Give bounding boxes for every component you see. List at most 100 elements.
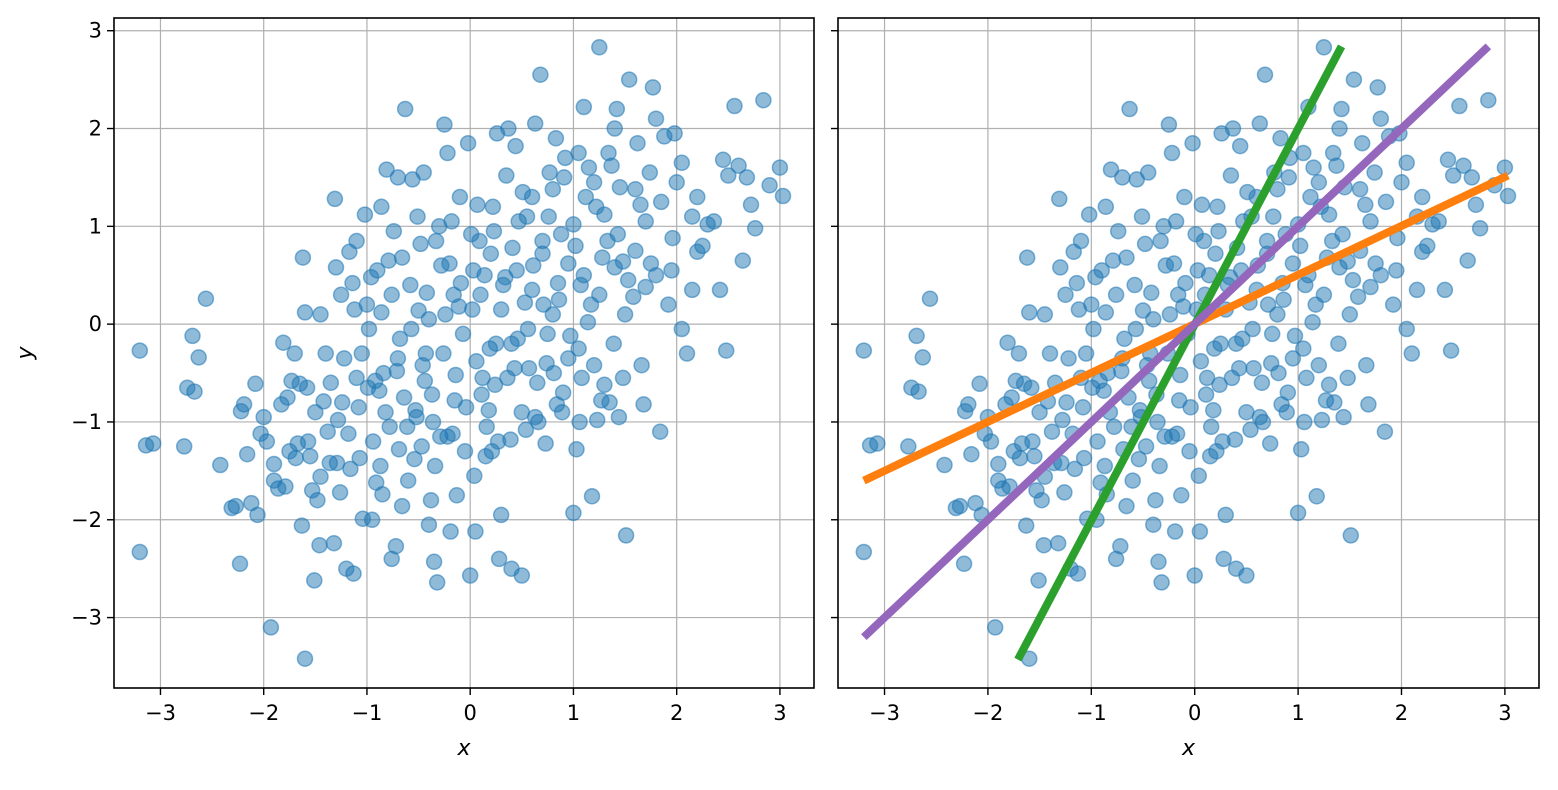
- scatter-point: [1205, 401, 1222, 419]
- scatter-point: [689, 188, 706, 206]
- scatter-point: [516, 294, 534, 311]
- scatter-point: [570, 144, 587, 162]
- scatter-point: [609, 225, 627, 243]
- scatter-point: [1060, 350, 1077, 367]
- y-tick-label: −1: [71, 410, 102, 434]
- scatter-point: [485, 222, 503, 240]
- scatter-point: [755, 91, 772, 109]
- scatter-point: [327, 259, 345, 276]
- scatter-point: [660, 296, 677, 313]
- scatter-point: [550, 291, 568, 308]
- x-tick-label: −3: [145, 701, 176, 725]
- fit-line: [861, 43, 1492, 641]
- scatter-point: [673, 320, 691, 338]
- scatter-point: [265, 455, 283, 473]
- scatter-point: [186, 383, 203, 400]
- scatter-point: [1054, 411, 1071, 429]
- scatter-point: [575, 266, 593, 284]
- scatter-point: [1136, 235, 1154, 253]
- scatter-point: [389, 169, 407, 186]
- scatter-point: [373, 304, 390, 321]
- scatter-point: [499, 369, 516, 387]
- scatter-point: [571, 413, 588, 431]
- scatter-point: [619, 271, 637, 289]
- scatter-point: [1197, 386, 1215, 403]
- scatter-point: [1171, 366, 1189, 384]
- scatter-point: [1256, 66, 1274, 83]
- scatter-point: [518, 208, 536, 225]
- scatter-point: [1339, 369, 1356, 387]
- scatter-point: [1187, 225, 1204, 243]
- scatter-point: [1102, 161, 1120, 178]
- scatter-point: [348, 232, 365, 250]
- scatter-point: [1305, 159, 1322, 176]
- scatter-point: [582, 296, 600, 313]
- scatter-point: [960, 396, 977, 413]
- scatter-point: [606, 259, 623, 276]
- scatter-point: [442, 523, 459, 540]
- scatter-point: [641, 164, 659, 181]
- scatter-point: [342, 460, 359, 478]
- scatter-point: [1075, 449, 1093, 467]
- scatter-point: [1139, 164, 1157, 181]
- scatter-point: [955, 555, 973, 573]
- scatter-point: [1176, 188, 1193, 206]
- scatter-point: [238, 445, 256, 463]
- y-tick-label: 1: [89, 214, 102, 238]
- scatter-point: [415, 164, 432, 181]
- scatter-point: [406, 450, 423, 468]
- scatter-point: [616, 306, 634, 323]
- scatter-point: [1231, 137, 1249, 155]
- scatter-point: [549, 274, 567, 292]
- scatter-point: [562, 327, 579, 345]
- scatter-point: [1052, 259, 1069, 276]
- scatter-point: [1057, 286, 1074, 304]
- scatter-point: [720, 167, 737, 184]
- scatter-point: [468, 353, 485, 370]
- scatter-point: [1261, 435, 1279, 452]
- scatter-point: [1206, 340, 1223, 357]
- scatter-point: [1041, 345, 1059, 362]
- scatter-point: [1198, 369, 1216, 387]
- scatter-point: [235, 396, 253, 413]
- scatter-point: [951, 497, 969, 515]
- scatter-point: [1080, 206, 1098, 223]
- scatter-point: [1084, 379, 1101, 396]
- scatter-point: [1217, 506, 1234, 524]
- scatter-point: [356, 206, 374, 223]
- scatter-point: [651, 423, 669, 440]
- scatter-point: [1210, 222, 1227, 240]
- x-axis-label: x: [1181, 736, 1196, 761]
- right-scatter-panel-with-lines: −3 −2 −1 0 1 2 3 x: [831, 17, 1540, 761]
- scatter-point: [1334, 225, 1351, 243]
- scatter-point: [360, 320, 378, 338]
- scatter-point: [448, 487, 466, 504]
- scatter-point: [464, 301, 481, 318]
- scatter-point: [287, 449, 304, 467]
- scatter-point: [1272, 130, 1289, 147]
- scatter-point: [311, 536, 328, 554]
- scatter-point: [573, 369, 590, 387]
- scatter-point: [362, 268, 380, 286]
- scatter-point: [413, 438, 430, 455]
- x-axis-label: x: [456, 736, 471, 761]
- scatter-point: [1408, 281, 1426, 299]
- scatter-point: [1072, 232, 1090, 250]
- scatter-point: [1114, 169, 1131, 186]
- x-tick-label: 2: [670, 701, 683, 725]
- scatter-point: [668, 174, 685, 191]
- scatter-point: [301, 447, 319, 465]
- scatter-point: [627, 180, 644, 198]
- scatter-point: [312, 468, 329, 485]
- scatter-point: [617, 527, 635, 544]
- scatter-point: [197, 290, 215, 307]
- scatter-point: [1070, 301, 1088, 318]
- scatter-point: [1191, 523, 1209, 540]
- scatter-point: [971, 375, 988, 393]
- scatter-point: [1279, 384, 1297, 401]
- scatter-point: [596, 206, 613, 223]
- scatter-point: [447, 366, 464, 384]
- scatter-point: [377, 403, 394, 421]
- scatter-point: [1121, 100, 1138, 118]
- scatter-point: [247, 375, 264, 393]
